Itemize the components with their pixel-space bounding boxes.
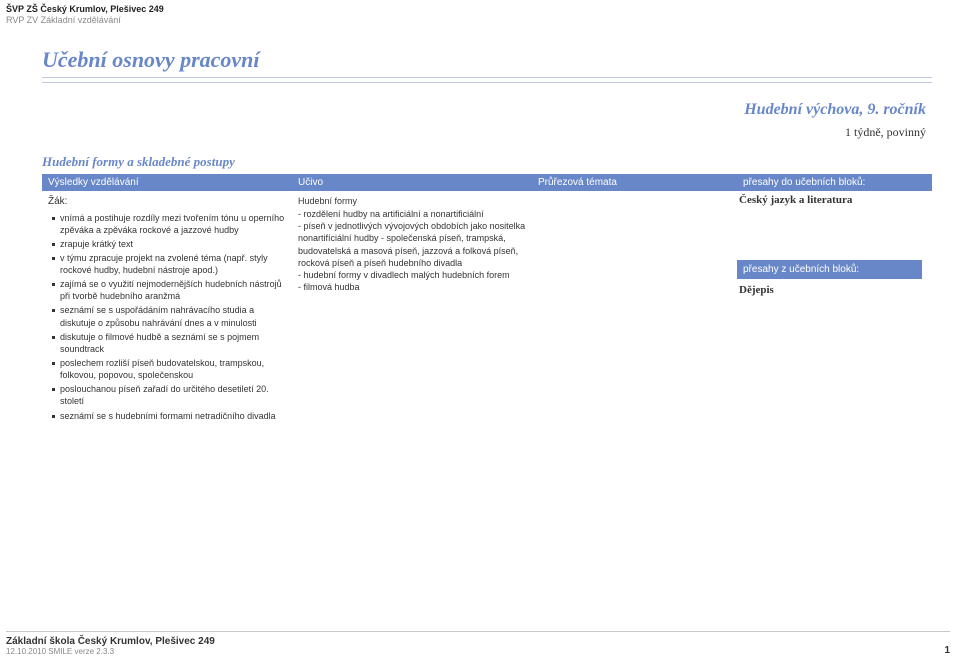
presahy-z-bar: přesahy z učebních bloků: (737, 260, 922, 280)
doc-subtitle: RVP ZV Základní vzdělávání (6, 15, 954, 25)
ucivo-line: - hudební formy v divadlech malých hudeb… (298, 269, 526, 281)
list-item: poslouchanou píseň zařadí do určitého de… (52, 383, 286, 407)
content-area: Učební osnovy pracovní Hudební výchova, … (0, 27, 960, 428)
outcomes-cell: Žák: vnímá a postihuje rozdíly mezi tvoř… (42, 191, 292, 428)
list-item: seznámí se s uspořádáním nahrávacího stu… (52, 304, 286, 328)
presahy-z-item: Dějepis (737, 279, 922, 302)
list-item: zajímá se o využití nejmodernějších hude… (52, 278, 286, 302)
col-header-prurez: Průřezová témata (532, 174, 737, 191)
list-item: v týmu zpracuje projekt na zvolené téma … (52, 252, 286, 276)
doc-title: ŠVP ZŠ Český Krumlov, Plešivec 249 (6, 4, 954, 14)
subject-line: Hudební výchova, 9. ročník (42, 101, 926, 119)
footer-date: 12.10.2010 SMILE verze 2.3.3 (6, 647, 215, 656)
col-header-outcomes: Výsledky vzdělávání (42, 174, 292, 191)
schedule-line: 1 týdně, povinný (42, 125, 926, 140)
footer-school: Základní škola Český Krumlov, Plešivec 2… (6, 636, 215, 647)
ucivo-cell: Hudební formy - rozdělení hudby na artif… (292, 191, 532, 428)
presahy-cell: Český jazyk a literatura přesahy z učebn… (737, 191, 922, 428)
footer-left: Základní škola Český Krumlov, Plešivec 2… (6, 636, 215, 656)
footer-page-number: 1 (944, 645, 950, 656)
document-footer: Základní škola Český Krumlov, Plešivec 2… (0, 627, 960, 664)
list-item: poslechem rozliší píseň budovatelskou, t… (52, 357, 286, 381)
document-header: ŠVP ZŠ Český Krumlov, Plešivec 249 RVP Z… (0, 0, 960, 27)
col-header-presahy: přesahy do učebních bloků: (737, 174, 922, 191)
ucivo-title: Hudební formy (298, 195, 526, 207)
list-item: vnímá a postihuje rozdíly mezi tvořením … (52, 212, 286, 236)
ucivo-line: - rozdělení hudby na artificiální a nona… (298, 208, 526, 220)
list-item: seznámí se s hudebními formami netradičn… (52, 410, 286, 422)
table-header: Výsledky vzdělávání Učivo Průřezová téma… (42, 174, 932, 191)
prurez-cell (532, 191, 737, 428)
list-item: diskutuje o filmové hudbě a seznámí se s… (52, 331, 286, 355)
presahy-do-item: Český jazyk a literatura (737, 191, 922, 212)
ucivo-line: - filmová hudba (298, 281, 526, 293)
heading-rules (42, 77, 932, 83)
main-heading: Učební osnovy pracovní (42, 47, 932, 73)
ucivo-line: - píseň v jednotlivých vývojových období… (298, 220, 526, 269)
section-title: Hudební formy a skladebné postupy (42, 154, 932, 170)
table-body: Žák: vnímá a postihuje rozdíly mezi tvoř… (42, 191, 932, 428)
list-item: zrapuje krátký text (52, 238, 286, 250)
col-header-ucivo: Učivo (292, 174, 532, 191)
zak-label: Žák: (48, 195, 286, 209)
outcomes-list: vnímá a postihuje rozdíly mezi tvořením … (48, 212, 286, 422)
